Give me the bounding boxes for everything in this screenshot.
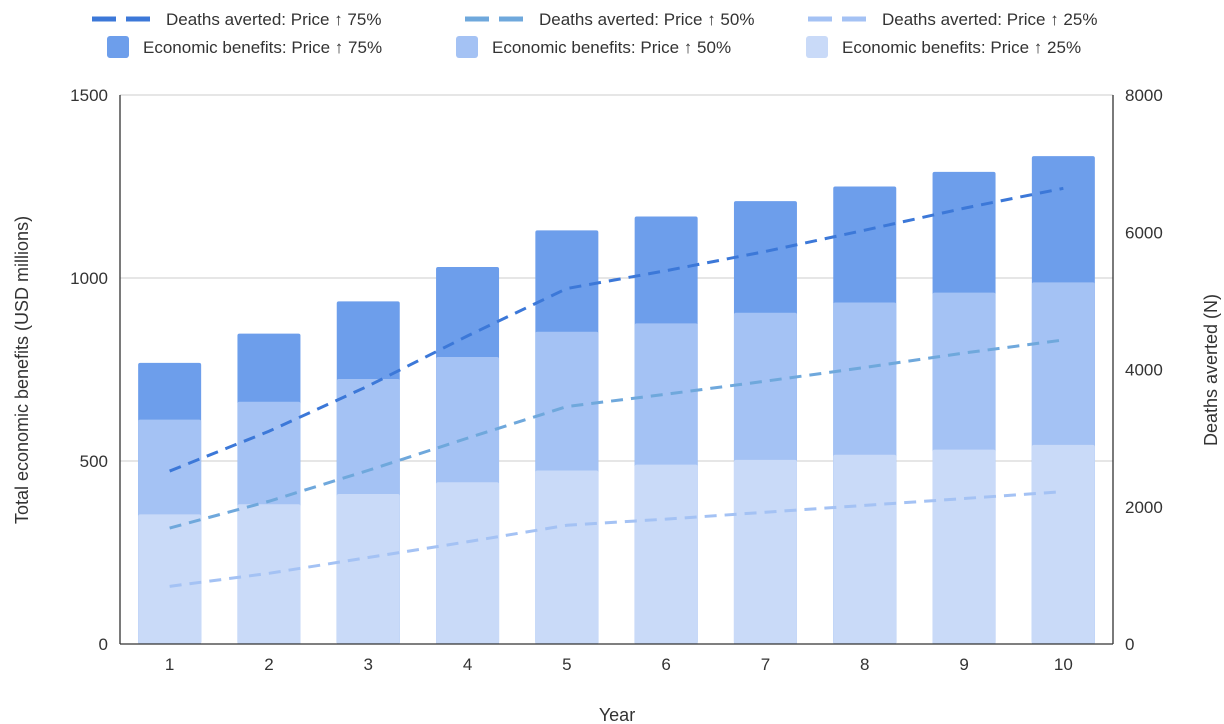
y-axis-title-left: Total economic benefits (USD millions) <box>12 216 32 524</box>
y-tick-label-right: 6000 <box>1125 223 1163 242</box>
x-tick-label: 1 <box>165 655 174 674</box>
line-series-group <box>169 186 1064 588</box>
legend-label: Deaths averted: Price ↑ 75% <box>166 10 381 29</box>
y-tick-label-right: 2000 <box>1125 498 1163 517</box>
x-tick-label: 3 <box>364 655 373 674</box>
axes: 0 500 1000 1500 0 2000 4000 6000 8000 1 2 3 4 5 6 7 8 9 10 <box>70 86 1163 674</box>
x-tick-label: 6 <box>661 655 670 674</box>
bar <box>1031 444 1095 644</box>
x-tick-label: 9 <box>959 655 968 674</box>
bar <box>336 493 400 644</box>
legend-label: Deaths averted: Price ↑ 50% <box>539 10 754 29</box>
y-tick-label-left: 1500 <box>70 86 108 105</box>
bar <box>932 449 996 644</box>
legend-label: Economic benefits: Price ↑ 25% <box>842 38 1081 57</box>
bar-series-group <box>138 156 1095 645</box>
bar <box>436 482 500 644</box>
legend: Deaths averted: Price ↑ 75% Deaths averte… <box>92 10 1097 58</box>
x-tick-label: 5 <box>562 655 571 674</box>
y-tick-label-right: 0 <box>1125 635 1134 654</box>
legend-swatch-bar <box>806 36 828 58</box>
y-tick-label-right: 8000 <box>1125 86 1163 105</box>
line-series <box>169 338 1064 530</box>
y-tick-label-left: 1000 <box>70 269 108 288</box>
x-tick-label: 10 <box>1054 655 1073 674</box>
bar <box>634 464 698 644</box>
legend-label: Deaths averted: Price ↑ 25% <box>882 10 1097 29</box>
y-axis-title-right: Deaths averted (N) <box>1201 294 1221 446</box>
x-tick-label: 8 <box>860 655 869 674</box>
legend-swatch-bar <box>456 36 478 58</box>
x-tick-label: 7 <box>761 655 770 674</box>
legend-label: Economic benefits: Price ↑ 75% <box>143 38 382 57</box>
line-series <box>169 186 1064 473</box>
legend-label: Economic benefits: Price ↑ 50% <box>492 38 731 57</box>
y-tick-label-left: 500 <box>80 452 108 471</box>
line-series <box>169 490 1064 588</box>
x-axis-title: Year <box>599 705 635 724</box>
bar <box>833 454 897 644</box>
bar <box>733 459 797 644</box>
y-tick-label-left: 0 <box>99 635 108 654</box>
x-tick-label: 2 <box>264 655 273 674</box>
bar <box>138 514 202 644</box>
y-tick-label-right: 4000 <box>1125 361 1163 380</box>
x-tick-label: 4 <box>463 655 472 674</box>
bar <box>535 470 599 644</box>
legend-swatch-bar <box>107 36 129 58</box>
